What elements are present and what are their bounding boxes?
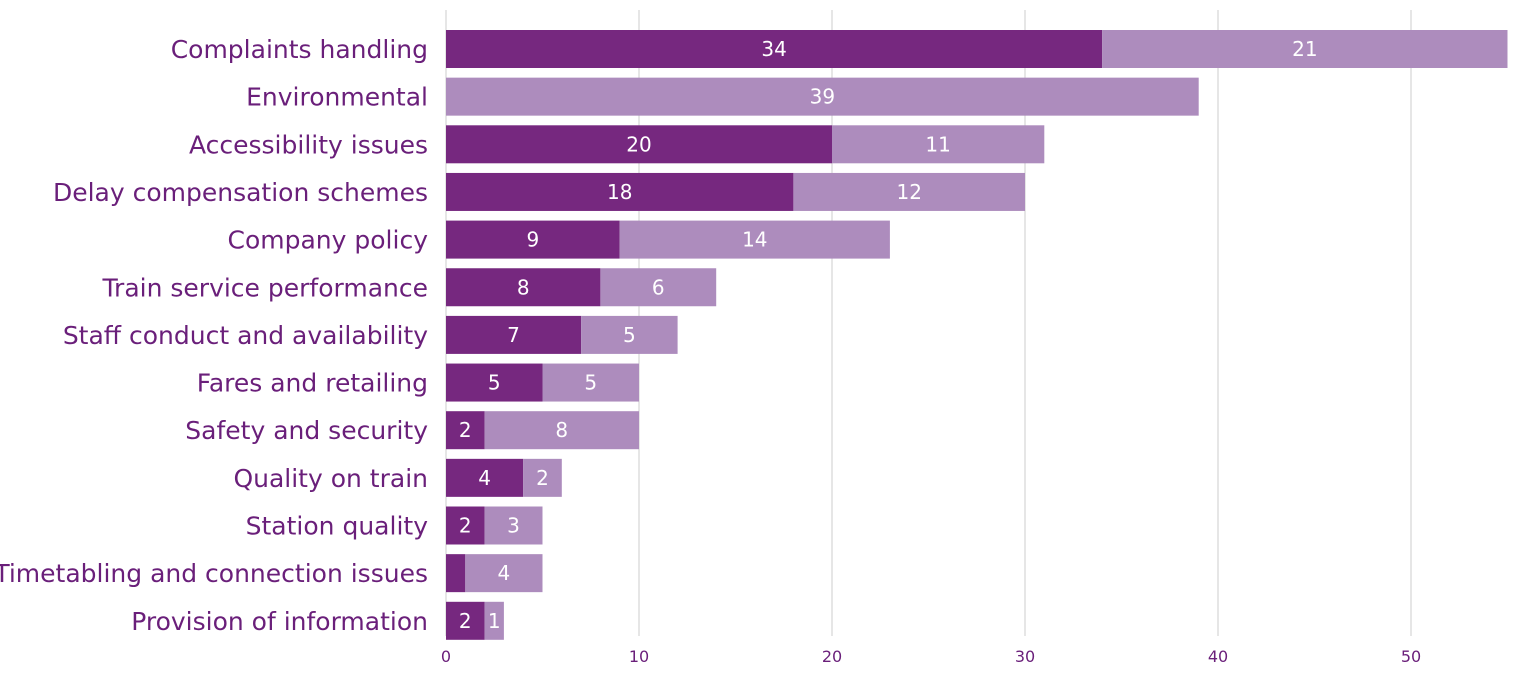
- data-label-series-1: 8: [517, 275, 530, 299]
- category-label: Environmental: [246, 83, 428, 112]
- bar-segment-series-2: [600, 268, 717, 307]
- bar-segment-series-1: [446, 125, 832, 164]
- bar-segment-series-2: [542, 363, 639, 402]
- data-label-series-1: 7: [507, 323, 520, 347]
- bar-segment-series-2: [446, 77, 1199, 116]
- bar-segment-series-1: [446, 363, 543, 402]
- data-label-series-2: 21: [1292, 37, 1317, 61]
- x-tick-label-30: 30: [1015, 647, 1035, 666]
- bar-segment-series-1: [446, 601, 485, 640]
- category-label: Accessibility issues: [189, 130, 428, 159]
- data-label-series-1: 18: [607, 180, 632, 204]
- data-label-series-2: 14: [742, 228, 767, 252]
- data-label-series-2: 3: [507, 514, 520, 538]
- data-label-series-1: 2: [459, 609, 472, 633]
- x-tick-label-50: 50: [1401, 647, 1421, 666]
- data-label-series-1: 5: [488, 371, 501, 395]
- data-label-series-2: 5: [623, 323, 636, 347]
- bar-segment-series-2: [523, 458, 562, 497]
- category-label: Provision of information: [131, 607, 428, 636]
- x-tick-label-0: 0: [441, 647, 451, 666]
- data-label-series-2: 39: [810, 85, 835, 109]
- category-label: Fares and retailing: [197, 369, 428, 398]
- data-label-series-2: 6: [652, 275, 665, 299]
- bar-segment-series-2: [484, 601, 504, 640]
- bar-segment-series-1: [446, 268, 601, 307]
- bar-segment-series-2: [793, 172, 1025, 211]
- bar-segment-series-2: [484, 506, 543, 545]
- bar-segment-series-1: [446, 458, 524, 497]
- data-label-series-2: 1: [488, 609, 501, 633]
- bar-segment-series-2: [484, 411, 639, 450]
- bar-segment-series-1: [446, 315, 582, 354]
- x-tick-label-10: 10: [629, 647, 649, 666]
- data-label-series-1: 2: [459, 418, 472, 442]
- bar-segment-series-1: [446, 411, 485, 450]
- x-tick-label-40: 40: [1208, 647, 1228, 666]
- bar-segment-series-2: [832, 125, 1045, 164]
- bar-segment-series-1: [446, 554, 466, 593]
- data-label-series-1: 4: [478, 466, 491, 490]
- data-label-series-2: 5: [584, 371, 597, 395]
- category-label: Quality on train: [233, 464, 428, 493]
- data-label-series-1: 2: [459, 514, 472, 538]
- category-label: Complaints handling: [171, 35, 428, 64]
- bar-segment-series-1: [446, 30, 1103, 68]
- data-label-series-1: 34: [761, 37, 786, 61]
- bar-layer: [446, 30, 1508, 640]
- data-label-series-2: 4: [498, 561, 511, 585]
- bar-segment-series-1: [446, 220, 620, 259]
- data-label-series-1: 9: [526, 228, 539, 252]
- bar-segment-series-1: [446, 506, 485, 545]
- category-label: Timetabling and connection issues: [0, 559, 428, 588]
- bar-segment-series-2: [1102, 30, 1508, 68]
- bar-segment-series-1: [446, 172, 794, 211]
- bar-segment-series-2: [581, 315, 678, 354]
- category-label: Staff conduct and availability: [63, 321, 428, 350]
- category-label: Delay compensation schemes: [53, 178, 428, 207]
- category-label: Company policy: [228, 226, 429, 255]
- data-label-series-1: 20: [626, 132, 651, 156]
- category-label: Station quality: [246, 512, 429, 541]
- data-label-series-2: 11: [925, 132, 950, 156]
- data-label-series-2: 8: [555, 418, 568, 442]
- x-tick-label-20: 20: [822, 647, 842, 666]
- bar-segment-series-2: [619, 220, 890, 259]
- bar-segment-series-2: [465, 554, 543, 593]
- data-label-series-2: 2: [536, 466, 549, 490]
- data-label-series-2: 12: [896, 180, 921, 204]
- category-label: Train service performance: [101, 273, 428, 302]
- category-label: Safety and security: [185, 416, 428, 445]
